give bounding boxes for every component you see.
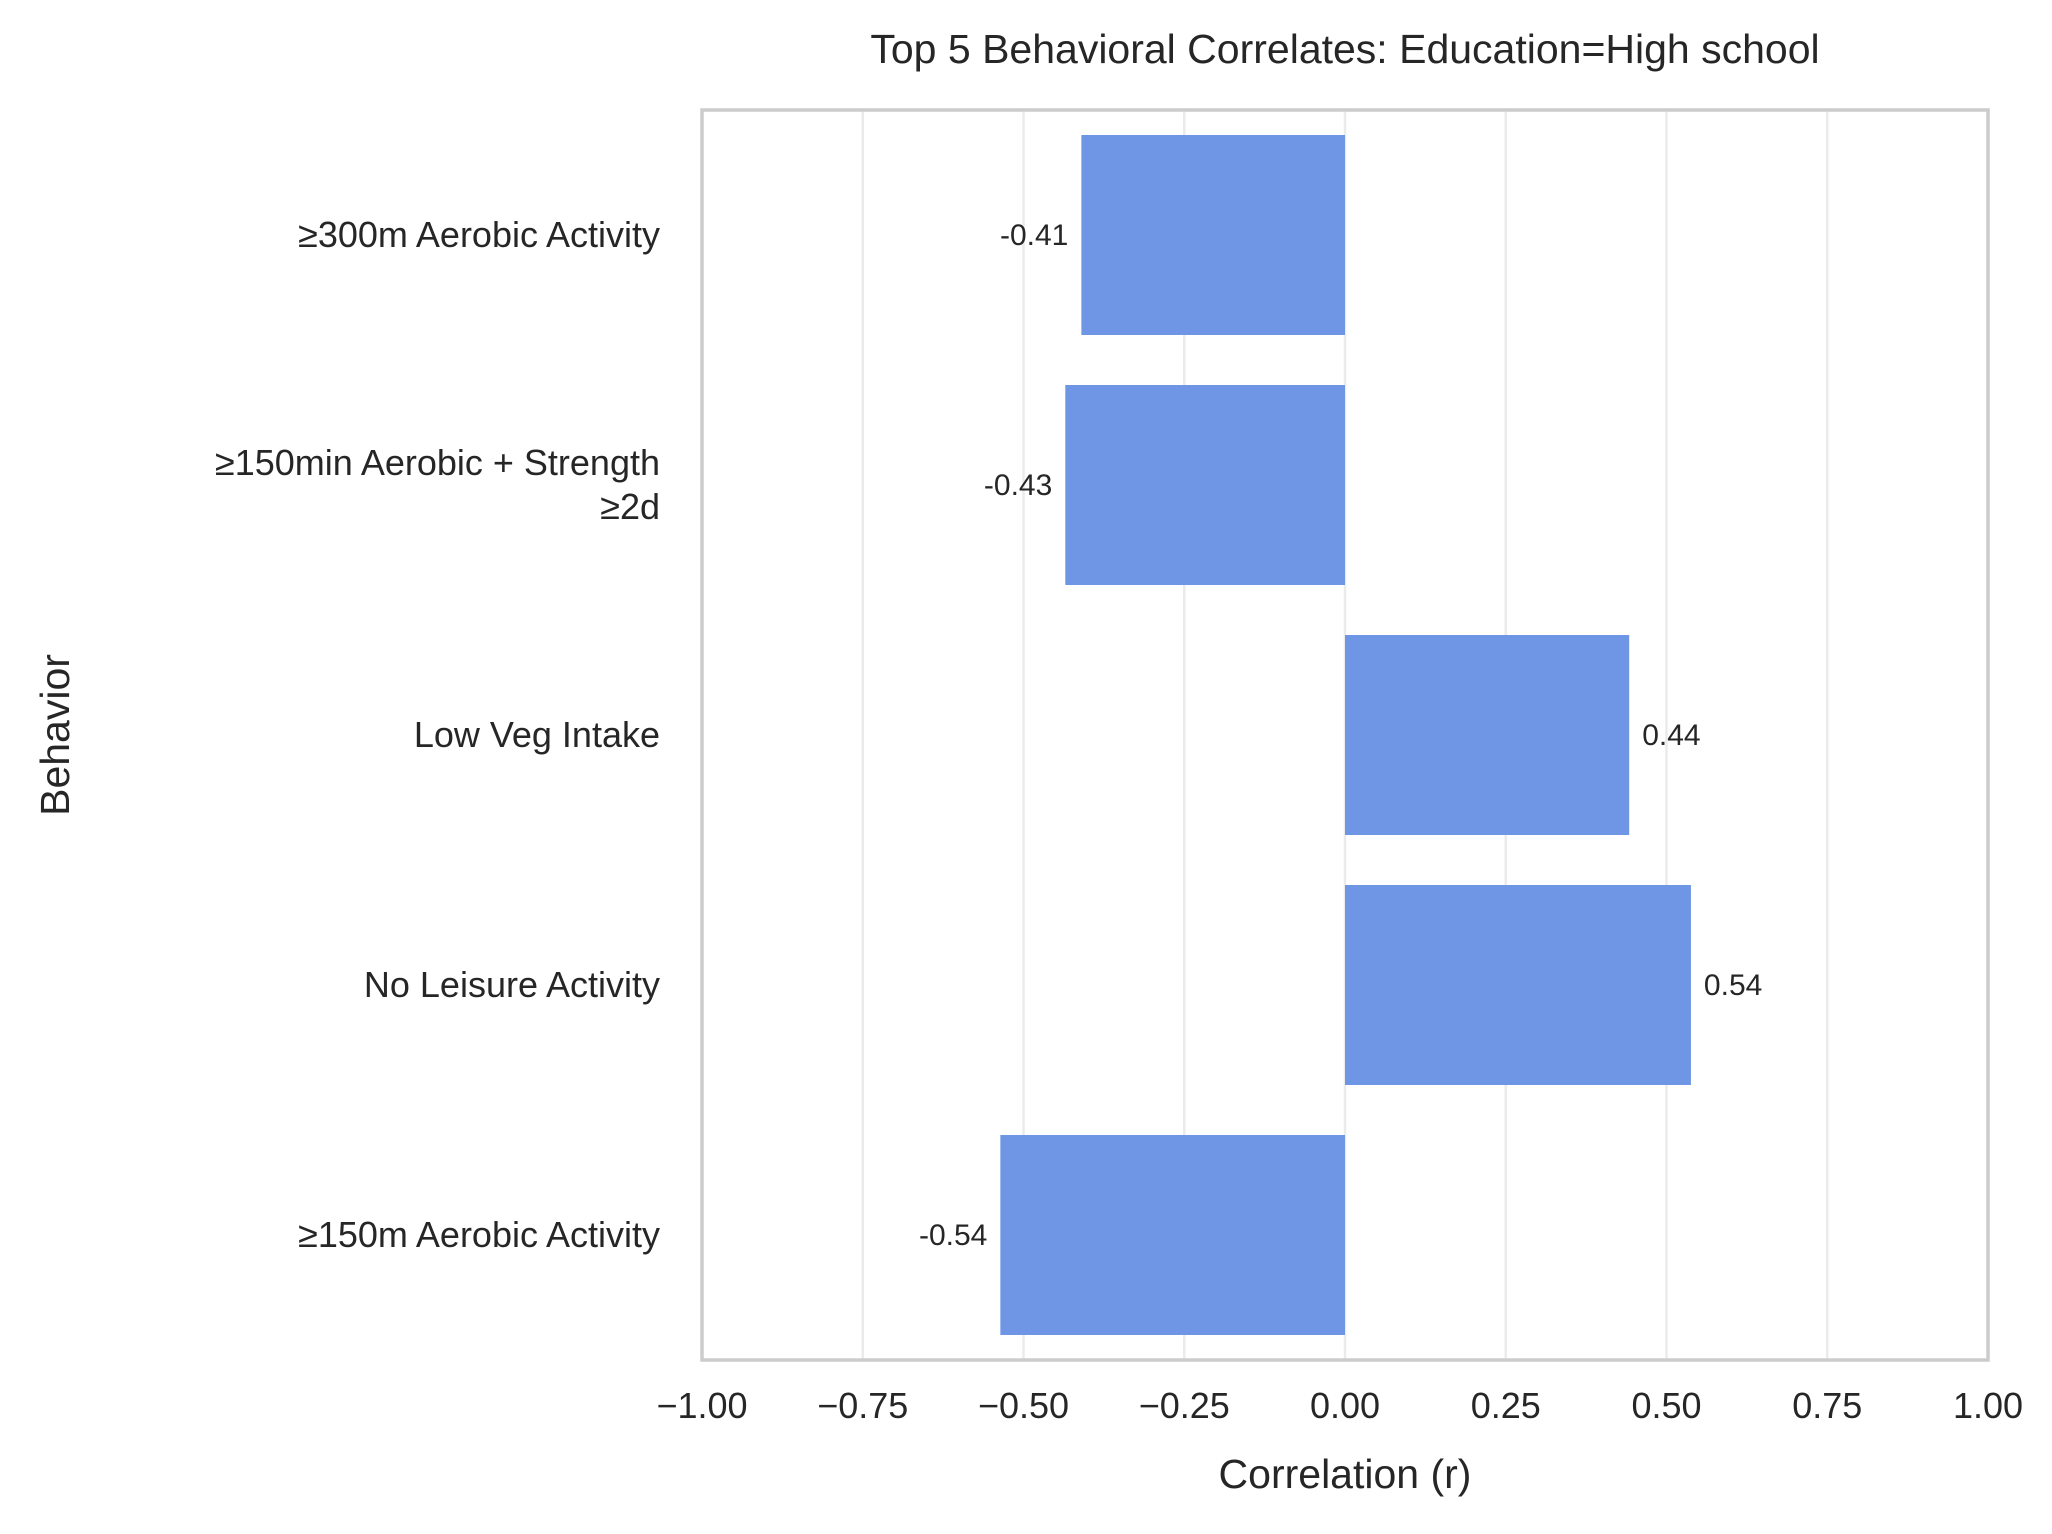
x-tick-label: 1.00 [1953,1385,2023,1426]
x-tick-label: −0.50 [978,1385,1069,1426]
bar-value-label: 0.44 [1642,719,1700,752]
x-axis-title: Correlation (r) [1219,1451,1472,1497]
x-tick-label: −0.75 [817,1385,908,1426]
bar-value-label: 0.54 [1704,969,1762,1002]
x-tick-label: 0.00 [1310,1385,1380,1426]
y-category-label: ≥150min Aerobic + Strength [215,442,660,483]
plot-area-frame [700,108,1990,1362]
bar [1065,385,1345,585]
x-tick-label: 0.50 [1631,1385,1701,1426]
y-axis-title: Behavior [32,654,78,816]
bar [1000,1135,1345,1335]
x-tick-label: 0.25 [1471,1385,1541,1426]
bar-value-label: -0.54 [919,1219,987,1252]
data-labels: -0.41 -0.43 0.44 0.54 -0.54 [919,219,1762,1252]
y-category-label: ≥150m Aerobic Activity [298,1214,660,1255]
chart-title: Top 5 Behavioral Correlates: Education=H… [870,26,1819,72]
y-category-label: ≥2d [600,486,660,527]
y-category-label: ≥300m Aerobic Activity [298,214,660,255]
x-tick-label: 0.75 [1792,1385,1862,1426]
bars [1000,135,1691,1335]
y-category-label: No Leisure Activity [364,964,660,1005]
bar [1081,135,1345,335]
y-category-label: Low Veg Intake [414,714,660,755]
x-tick-label: −1.00 [656,1385,747,1426]
x-axis-ticks: −1.00 −0.75 −0.50 −0.25 0.00 0.25 0.50 0.75 1.00 [656,1385,2023,1426]
x-tick-label: −0.25 [1139,1385,1230,1426]
bar [1345,635,1630,835]
bar [1345,885,1691,1085]
bar-value-label: -0.43 [984,469,1052,502]
bar-value-label: -0.41 [1000,219,1068,252]
y-axis-categories: ≥300m Aerobic Activity ≥150min Aerobic + … [215,214,660,1255]
